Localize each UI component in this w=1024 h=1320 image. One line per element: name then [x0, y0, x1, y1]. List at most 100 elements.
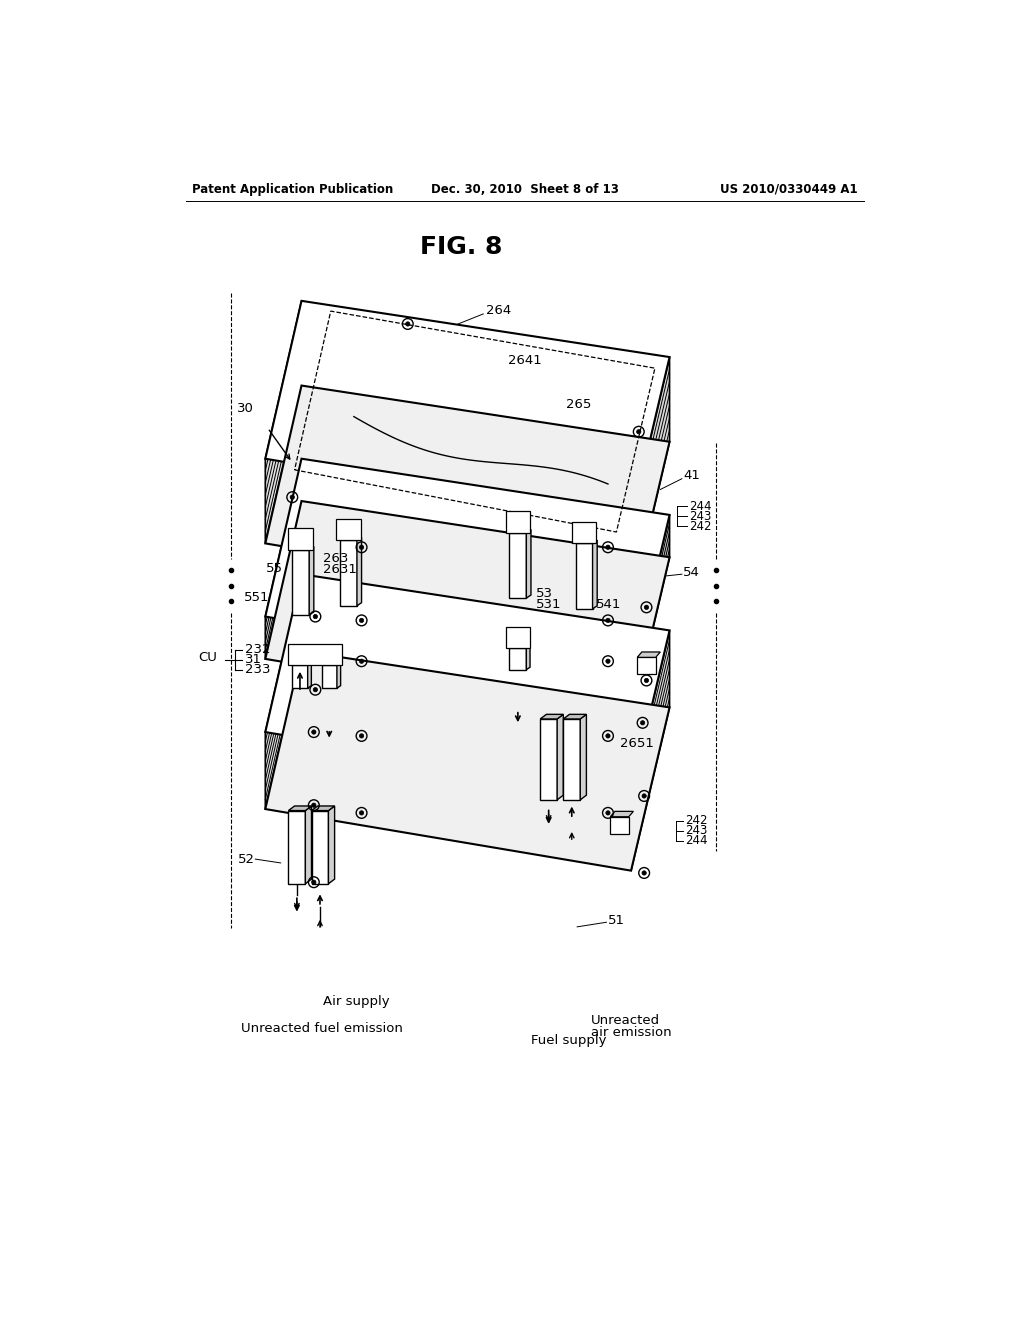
Polygon shape	[581, 714, 587, 800]
Polygon shape	[357, 537, 361, 606]
Text: US 2010/0330449 A1: US 2010/0330449 A1	[720, 182, 857, 195]
Circle shape	[606, 659, 610, 664]
Text: 244: 244	[685, 834, 708, 847]
Polygon shape	[575, 544, 593, 609]
Text: 31: 31	[245, 653, 261, 667]
Polygon shape	[265, 385, 670, 605]
Polygon shape	[541, 719, 557, 800]
Polygon shape	[305, 807, 311, 884]
Text: CU: CU	[198, 651, 217, 664]
Polygon shape	[563, 719, 581, 800]
Polygon shape	[265, 574, 301, 809]
Text: 265: 265	[565, 399, 591, 412]
Text: 52: 52	[239, 853, 255, 866]
Polygon shape	[289, 644, 342, 665]
Text: 551: 551	[244, 591, 269, 603]
Text: Patent Application Publication: Patent Application Publication	[193, 182, 393, 195]
Text: 51: 51	[608, 915, 625, 927]
Polygon shape	[526, 529, 531, 598]
Polygon shape	[292, 546, 313, 549]
Polygon shape	[575, 540, 597, 544]
Text: 2641: 2641	[508, 354, 542, 367]
Circle shape	[642, 871, 646, 875]
Text: 263: 263	[323, 552, 348, 565]
Circle shape	[640, 721, 645, 725]
Polygon shape	[265, 502, 670, 721]
Text: 243: 243	[689, 510, 712, 523]
Circle shape	[359, 734, 364, 738]
Text: 243: 243	[685, 824, 708, 837]
Circle shape	[637, 429, 641, 434]
Polygon shape	[340, 540, 357, 606]
Polygon shape	[631, 358, 670, 605]
Polygon shape	[292, 663, 311, 665]
Polygon shape	[311, 807, 335, 810]
Polygon shape	[322, 665, 337, 688]
Text: 531: 531	[537, 598, 562, 611]
Polygon shape	[265, 301, 670, 520]
Text: 53: 53	[537, 587, 553, 601]
Polygon shape	[322, 663, 341, 665]
Polygon shape	[637, 652, 660, 657]
Polygon shape	[571, 521, 596, 544]
Polygon shape	[593, 540, 597, 609]
Circle shape	[313, 688, 317, 692]
Text: 2651: 2651	[620, 737, 653, 750]
Text: 244: 244	[689, 500, 712, 513]
Polygon shape	[265, 301, 301, 544]
Text: Fuel supply: Fuel supply	[531, 1034, 606, 1047]
Circle shape	[606, 545, 610, 549]
Circle shape	[311, 730, 316, 734]
Polygon shape	[336, 519, 360, 540]
Circle shape	[311, 880, 316, 884]
Polygon shape	[526, 645, 530, 669]
Circle shape	[644, 605, 648, 610]
Polygon shape	[509, 529, 531, 533]
Polygon shape	[541, 714, 563, 719]
Polygon shape	[289, 807, 311, 810]
Polygon shape	[631, 515, 670, 721]
Circle shape	[606, 618, 610, 623]
Circle shape	[359, 659, 364, 664]
Circle shape	[290, 495, 295, 499]
Polygon shape	[340, 537, 361, 540]
Polygon shape	[292, 549, 309, 615]
Polygon shape	[337, 663, 341, 688]
Text: air emission: air emission	[591, 1026, 672, 1039]
Polygon shape	[265, 651, 670, 871]
Text: 55: 55	[266, 562, 283, 576]
Text: 41: 41	[683, 469, 700, 482]
Circle shape	[606, 734, 610, 738]
Polygon shape	[265, 459, 301, 659]
Text: 242: 242	[689, 520, 712, 533]
Circle shape	[359, 545, 364, 549]
Circle shape	[359, 618, 364, 623]
Polygon shape	[506, 627, 530, 648]
Polygon shape	[311, 810, 329, 884]
Polygon shape	[557, 714, 563, 800]
Polygon shape	[610, 812, 634, 817]
Text: Dec. 30, 2010  Sheet 8 of 13: Dec. 30, 2010 Sheet 8 of 13	[431, 182, 618, 195]
Polygon shape	[309, 546, 313, 615]
Polygon shape	[265, 459, 670, 678]
Text: Air supply: Air supply	[323, 995, 390, 1008]
Polygon shape	[289, 810, 305, 884]
Text: 541: 541	[596, 598, 622, 611]
Polygon shape	[265, 574, 670, 793]
Text: Unreacted fuel emission: Unreacted fuel emission	[241, 1022, 402, 1035]
Polygon shape	[307, 663, 311, 688]
Text: 232: 232	[245, 643, 270, 656]
Polygon shape	[631, 631, 670, 871]
Text: 30: 30	[237, 403, 254, 416]
Circle shape	[359, 810, 364, 814]
Polygon shape	[637, 657, 655, 675]
Polygon shape	[506, 511, 530, 533]
Circle shape	[313, 614, 317, 619]
Polygon shape	[610, 817, 629, 834]
Polygon shape	[509, 645, 530, 648]
Text: 233: 233	[245, 663, 270, 676]
Polygon shape	[289, 528, 313, 549]
Circle shape	[642, 793, 646, 799]
Text: 264: 264	[486, 305, 512, 317]
Text: 54: 54	[683, 566, 700, 579]
